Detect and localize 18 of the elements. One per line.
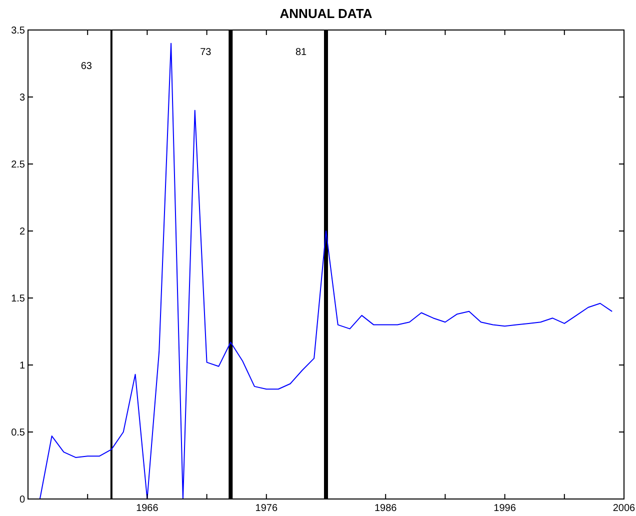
y-tick-label: 0.5 bbox=[11, 428, 26, 438]
annotation: 73 bbox=[200, 47, 212, 58]
y-tick-label: 1.5 bbox=[11, 294, 26, 304]
x-tick-label: 1966 bbox=[136, 503, 159, 514]
x-tick-label: 1976 bbox=[255, 503, 278, 514]
y-tick-label: 3.5 bbox=[11, 26, 26, 36]
y-tick-label: 1 bbox=[19, 360, 26, 372]
x-tick-label: 2006 bbox=[612, 503, 636, 514]
x-tick-label: 1996 bbox=[494, 503, 516, 514]
line-series bbox=[39, 42, 613, 500]
y-tick-label: 2 bbox=[19, 226, 26, 238]
chart-title: ANNUAL DATA bbox=[280, 6, 373, 21]
annotation: 81 bbox=[295, 47, 307, 58]
y-tick-label: 3 bbox=[19, 92, 26, 104]
y-tick-label: 2.5 bbox=[11, 160, 26, 170]
y-tick-label: 0 bbox=[19, 494, 26, 506]
x-tick-label: 1986 bbox=[374, 503, 398, 514]
annotation: 63 bbox=[80, 61, 92, 72]
